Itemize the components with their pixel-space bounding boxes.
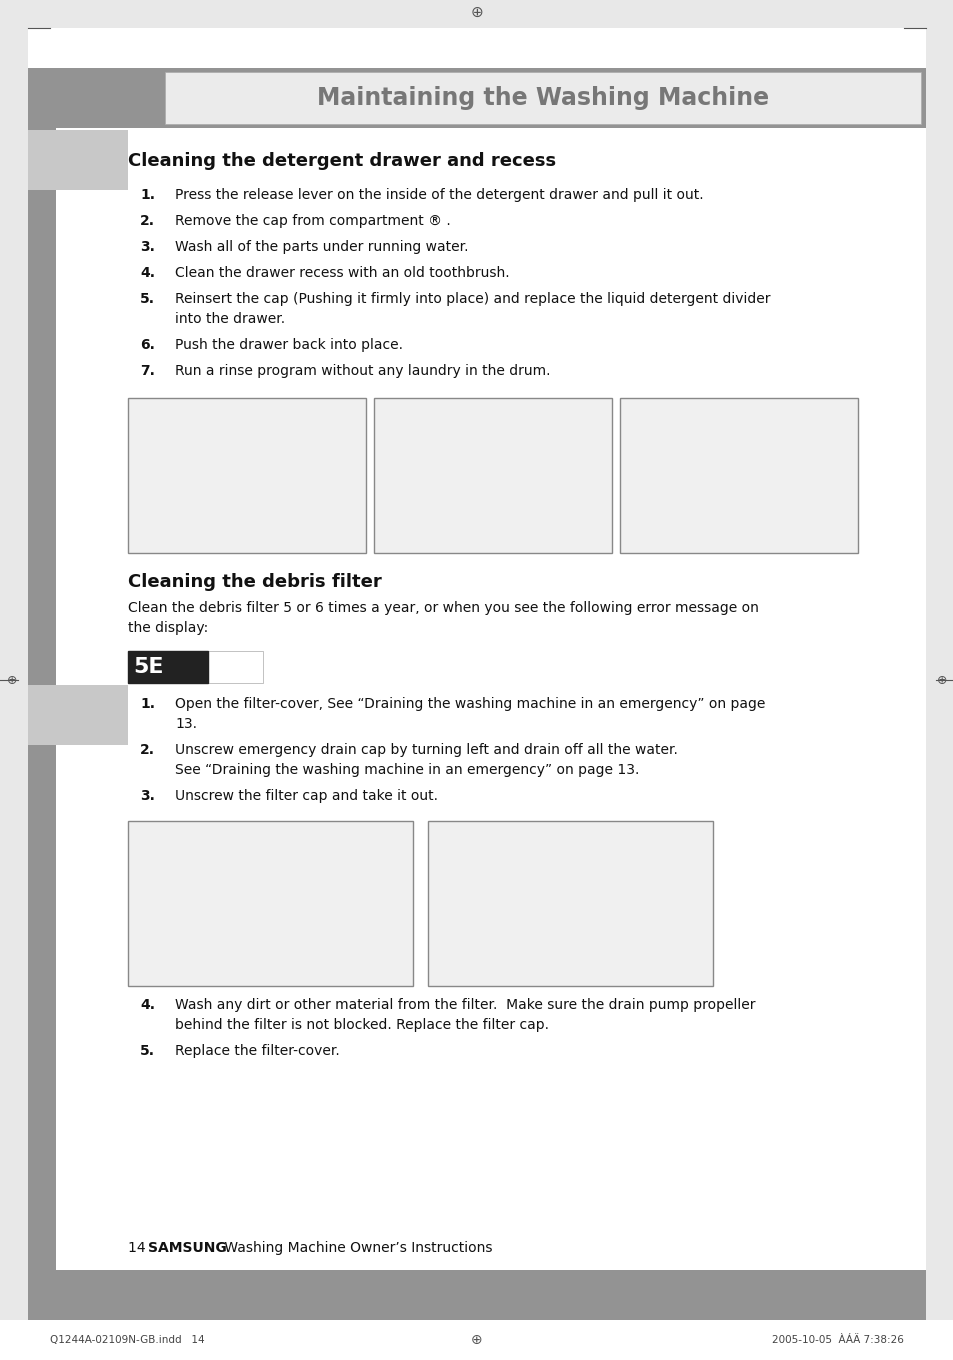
- Bar: [374, 398, 612, 554]
- Text: 1.: 1.: [140, 188, 154, 203]
- Bar: [428, 821, 712, 986]
- Text: Cleaning the debris filter: Cleaning the debris filter: [128, 573, 381, 592]
- Text: 6.: 6.: [140, 339, 154, 352]
- Bar: [0, 1321, 953, 1360]
- Text: SAMSUNG: SAMSUNG: [148, 1240, 227, 1255]
- Bar: [28, 68, 925, 128]
- Text: Unscrew the filter cap and take it out.: Unscrew the filter cap and take it out.: [174, 789, 437, 802]
- Text: 2.: 2.: [140, 743, 154, 758]
- Text: Remove the cap from compartment ® .: Remove the cap from compartment ® .: [174, 214, 450, 228]
- Text: 4.: 4.: [140, 267, 154, 280]
- Text: 4.: 4.: [140, 998, 154, 1012]
- Bar: [28, 685, 128, 745]
- Text: 2005-10-05  ÀÁÄ 7:38:26: 2005-10-05 ÀÁÄ 7:38:26: [771, 1336, 903, 1345]
- Text: 2.: 2.: [140, 214, 154, 228]
- Text: 5E: 5E: [132, 657, 163, 677]
- Text: ⊕: ⊕: [470, 4, 483, 19]
- Text: Wash all of the parts under running water.: Wash all of the parts under running wate…: [174, 239, 468, 254]
- Text: 3.: 3.: [140, 789, 154, 802]
- Text: 5.: 5.: [140, 292, 154, 306]
- Bar: [128, 651, 263, 683]
- Bar: [165, 72, 920, 124]
- Text: Clean the drawer recess with an old toothbrush.: Clean the drawer recess with an old toot…: [174, 267, 509, 280]
- Text: Q1244A-02109N-GB.indd   14: Q1244A-02109N-GB.indd 14: [50, 1336, 204, 1345]
- Text: Press the release lever on the inside of the detergent drawer and pull it out.: Press the release lever on the inside of…: [174, 188, 703, 203]
- Text: Open the filter-cover, See “Draining the washing machine in an emergency” on pag: Open the filter-cover, See “Draining the…: [174, 696, 764, 711]
- Bar: [28, 68, 56, 1308]
- Bar: [128, 651, 208, 683]
- Text: the display:: the display:: [128, 622, 208, 635]
- Text: into the drawer.: into the drawer.: [174, 311, 285, 326]
- Text: Clean the debris filter 5 or 6 times a year, or when you see the following error: Clean the debris filter 5 or 6 times a y…: [128, 601, 758, 615]
- Bar: [128, 821, 413, 986]
- Text: Wash any dirt or other material from the filter.  Make sure the drain pump prope: Wash any dirt or other material from the…: [174, 998, 755, 1012]
- Text: 14: 14: [128, 1240, 154, 1255]
- Text: Maintaining the Washing Machine: Maintaining the Washing Machine: [316, 86, 768, 110]
- Text: ⊕: ⊕: [936, 673, 946, 687]
- Bar: [28, 1270, 925, 1321]
- Text: Washing Machine Owner’s Instructions: Washing Machine Owner’s Instructions: [220, 1240, 492, 1255]
- Text: behind the filter is not blocked. Replace the filter cap.: behind the filter is not blocked. Replac…: [174, 1019, 548, 1032]
- Text: 13.: 13.: [174, 717, 196, 732]
- Text: Push the drawer back into place.: Push the drawer back into place.: [174, 339, 402, 352]
- Text: 7.: 7.: [140, 364, 154, 378]
- Text: See “Draining the washing machine in an emergency” on page 13.: See “Draining the washing machine in an …: [174, 763, 639, 777]
- Bar: [619, 398, 857, 554]
- Bar: [28, 131, 128, 190]
- Text: Replace the filter-cover.: Replace the filter-cover.: [174, 1044, 339, 1058]
- Text: Reinsert the cap (Pushing it firmly into place) and replace the liquid detergent: Reinsert the cap (Pushing it firmly into…: [174, 292, 770, 306]
- Text: 1.: 1.: [140, 696, 154, 711]
- Text: 3.: 3.: [140, 239, 154, 254]
- Text: Cleaning the detergent drawer and recess: Cleaning the detergent drawer and recess: [128, 152, 556, 170]
- Text: Run a rinse program without any laundry in the drum.: Run a rinse program without any laundry …: [174, 364, 550, 378]
- Text: 5.: 5.: [140, 1044, 154, 1058]
- Bar: [128, 398, 366, 554]
- Text: ⊕: ⊕: [7, 673, 17, 687]
- Text: Unscrew emergency drain cap by turning left and drain off all the water.: Unscrew emergency drain cap by turning l…: [174, 743, 678, 758]
- Text: ⊕: ⊕: [471, 1333, 482, 1346]
